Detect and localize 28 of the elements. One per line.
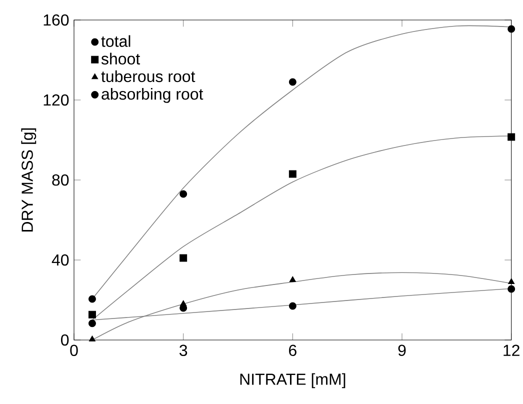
point: [508, 278, 515, 284]
y-axis-title: DRY MASS [g]: [21, 128, 36, 232]
y-tick-label: 120: [44, 94, 69, 106]
x-axis-title: NITRATE [mM]: [240, 373, 346, 388]
y-tick-label: 80: [52, 174, 69, 186]
x-tick-label: 12: [504, 344, 520, 356]
point: [180, 254, 188, 262]
legend-label: tuberous root: [101, 70, 196, 82]
x-tick-label: 0: [70, 344, 78, 356]
point: [289, 276, 296, 282]
x-tick-label: 6: [289, 344, 296, 356]
x-tick-label: 3: [179, 344, 188, 356]
point: [88, 310, 96, 318]
point: [288, 78, 296, 86]
x-tick-label: 9: [398, 344, 406, 356]
y-tick-label: 160: [44, 14, 69, 26]
y-tick-label: 0: [61, 334, 69, 346]
legend-label: shoot: [101, 52, 140, 65]
point: [88, 320, 96, 328]
legend-label: total: [101, 35, 130, 47]
legend-label: absorbing root: [102, 88, 204, 103]
point: [180, 190, 188, 198]
point: [288, 170, 296, 178]
point: [288, 302, 296, 310]
y-tick-label: 40: [52, 254, 69, 266]
point: [88, 336, 96, 342]
point: [88, 295, 96, 303]
point: [508, 133, 516, 141]
